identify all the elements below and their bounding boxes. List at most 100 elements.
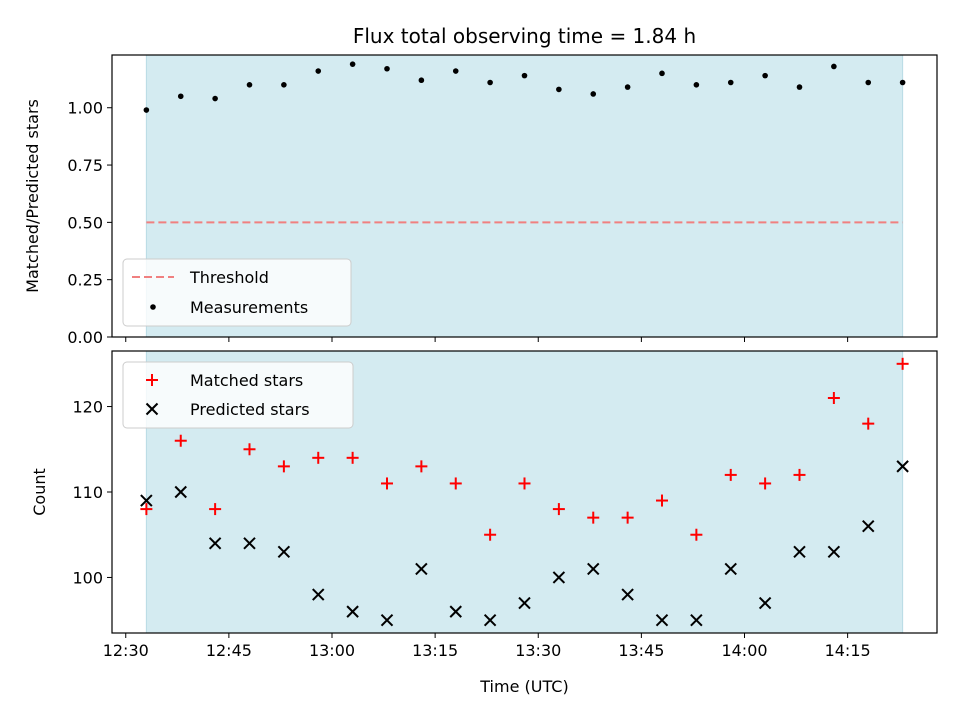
count-y-axis-label: Count xyxy=(30,468,49,516)
matched-stars-point xyxy=(209,503,222,516)
matched-stars-legend-marker xyxy=(146,374,158,386)
cross-stroke-b xyxy=(174,485,187,499)
matched-stars-point xyxy=(862,417,875,430)
predicted-stars-point xyxy=(277,545,291,559)
predicted-stars-point xyxy=(208,537,222,550)
cross-stroke-b xyxy=(827,545,841,559)
predicted-stars-point xyxy=(243,537,256,550)
predicted-stars-point xyxy=(449,605,462,618)
measurement-point xyxy=(246,82,253,88)
cross-stroke-b xyxy=(449,605,462,618)
ratio-y-tick-label: 1.00 xyxy=(67,99,103,118)
matched-stars-point xyxy=(724,468,737,481)
cross-stroke-b xyxy=(862,519,875,533)
predicted-stars-point xyxy=(380,613,394,627)
matched-stars-point xyxy=(174,434,187,447)
predicted-stars-point xyxy=(724,562,737,576)
predicted-stars-point xyxy=(758,596,772,610)
measurement-point xyxy=(899,79,906,86)
ratio-legend-box xyxy=(122,258,352,327)
matched-stars-point xyxy=(312,451,325,464)
matched-stars-point xyxy=(656,494,668,507)
measurement-point xyxy=(693,82,700,88)
x-tick-label: 13:15 xyxy=(412,641,458,660)
cross-stroke-b xyxy=(140,494,153,507)
ratio-axes-frame xyxy=(111,54,938,338)
predicted-stars-point xyxy=(896,460,909,473)
predicted-stars-point xyxy=(655,613,669,627)
count-y-tick-label: 100 xyxy=(72,568,103,587)
measurement-point xyxy=(487,79,493,86)
measurement-point xyxy=(212,95,218,102)
predicted-stars-point xyxy=(793,545,806,559)
measurement-point xyxy=(143,107,150,113)
measurement-point xyxy=(831,63,837,70)
predicted-stars-point xyxy=(621,588,634,601)
predicted-stars-point xyxy=(140,494,153,507)
matched-stars-point xyxy=(552,503,565,516)
matched-stars-point xyxy=(277,460,290,473)
cross-stroke-b xyxy=(587,562,600,576)
matched-stars-point xyxy=(518,477,531,490)
measurement-point xyxy=(796,84,803,90)
predicted-stars-point xyxy=(518,596,531,610)
measurement-point xyxy=(315,68,322,74)
count-y-tick-label: 110 xyxy=(72,483,103,502)
predicted-stars-point xyxy=(312,588,325,601)
x-tick-label: 12:30 xyxy=(103,641,149,660)
cross-stroke-b xyxy=(655,613,669,627)
measurement-point xyxy=(384,65,390,72)
measurement-point xyxy=(418,77,425,84)
matched-stars-point xyxy=(896,357,909,370)
legend-plus-glyph xyxy=(146,374,158,386)
measurement-point xyxy=(865,79,872,86)
legend-cross-glyph xyxy=(145,402,159,416)
cross-stroke-b xyxy=(552,571,566,584)
matched-stars-point xyxy=(449,477,462,490)
matched-stars-point xyxy=(621,511,634,524)
cross-stroke-b xyxy=(758,596,772,610)
count-panel: 12:30 12:45 13:00 13:15 13:30 13:45 14:00 14:15… xyxy=(30,350,938,696)
cross-stroke-b xyxy=(793,545,806,559)
predicted-stars-legend-label: Predicted stars xyxy=(190,400,310,419)
ratio-y-tick-label: 0.50 xyxy=(67,213,103,232)
measurement-point xyxy=(727,79,734,86)
predicted-stars-point xyxy=(862,519,875,533)
ratio-y-axis-label: Matched/Predicted stars xyxy=(23,99,42,293)
matched-stars-point xyxy=(243,443,256,456)
measurement-point xyxy=(177,93,184,100)
measurement-point xyxy=(281,82,287,88)
measurement-point xyxy=(521,72,528,79)
ratio-y-tick-label: 0.75 xyxy=(67,156,103,175)
matched-stars-point xyxy=(827,392,840,404)
ratio-panel: Flux total observing time = 1.84 h 0.00 0… xyxy=(23,24,938,347)
predicted-stars-point xyxy=(483,613,497,627)
cross-stroke-b xyxy=(415,562,428,576)
predicted-stars-point xyxy=(552,571,566,584)
matched-stars-point xyxy=(140,503,153,516)
matched-stars-point xyxy=(793,468,806,481)
cross-stroke-b xyxy=(208,537,222,550)
matched-stars-legend-label: Matched stars xyxy=(190,371,303,390)
chart-title: Flux total observing time = 1.84 h xyxy=(353,24,696,48)
x-tick-label: 13:30 xyxy=(515,641,561,660)
measurement-point xyxy=(556,86,562,93)
cross-stroke-b xyxy=(243,537,256,550)
x-tick-label: 14:00 xyxy=(721,641,767,660)
predicted-stars-legend-marker xyxy=(145,402,159,416)
x-tick-label: 14:15 xyxy=(825,641,871,660)
time-x-axis-label: Time (UTC) xyxy=(479,677,568,696)
matched-stars-point xyxy=(690,528,703,541)
cross-stroke-b xyxy=(483,613,497,627)
cross-stroke-b xyxy=(690,613,703,627)
predicted-stars-point xyxy=(415,562,428,576)
cross-stroke-b xyxy=(896,460,909,473)
matched-stars-point xyxy=(587,511,600,524)
count-y-tick-label: 120 xyxy=(72,398,103,417)
matched-stars-point xyxy=(484,528,497,541)
cross-stroke-b xyxy=(380,613,394,627)
ratio-y-tick-label: 0.00 xyxy=(67,328,103,347)
matched-stars-point xyxy=(415,460,428,473)
ratio-legend: Threshold Measurements xyxy=(122,258,352,327)
ratio-y-tick-label: 0.25 xyxy=(67,271,103,290)
